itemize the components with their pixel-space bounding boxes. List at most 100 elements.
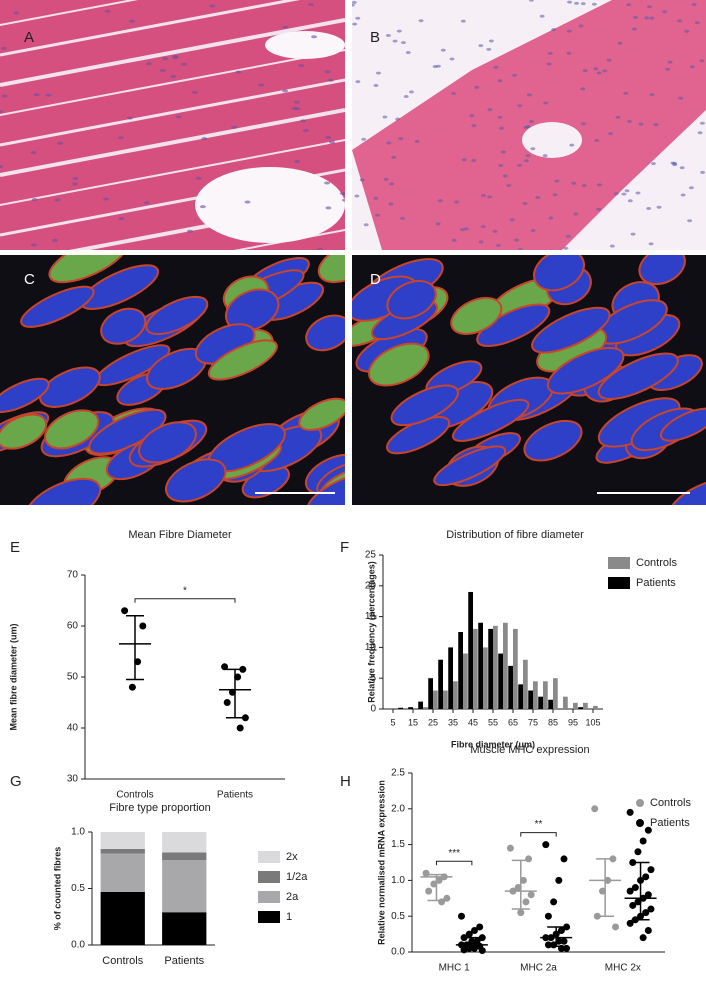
- bar: [583, 702, 588, 709]
- nucleus: [647, 5, 653, 9]
- nucleus: [580, 2, 586, 6]
- data-point: [544, 941, 552, 949]
- bar: [548, 699, 553, 709]
- nucleus: [57, 141, 64, 145]
- gap: [522, 122, 582, 158]
- fibre: [533, 255, 585, 292]
- fibre: [48, 255, 129, 284]
- data-point: [522, 898, 530, 906]
- data-point: [519, 876, 527, 884]
- nucleus: [118, 217, 125, 221]
- nucleus: [209, 4, 216, 8]
- significance-bracket: [520, 832, 557, 837]
- chart-title: Muscle MHC expression: [470, 744, 589, 756]
- legend-swatch: [258, 871, 280, 883]
- data-point: [634, 848, 642, 856]
- nucleus: [186, 229, 193, 233]
- nucleus: [569, 143, 575, 147]
- fibre: [597, 352, 679, 400]
- chart-title: Distribution of fibre diameter: [446, 529, 584, 541]
- nucleus: [30, 151, 37, 155]
- nucleus: [684, 29, 690, 33]
- nucleus: [104, 9, 111, 13]
- data-point: [634, 898, 642, 906]
- y-tick-label: 1.0: [71, 827, 85, 838]
- nucleus: [574, 1, 580, 5]
- nucleus: [608, 132, 614, 136]
- bar: [398, 707, 403, 709]
- nucleus: [471, 124, 477, 128]
- nucleus: [662, 10, 668, 14]
- nucleus: [573, 212, 579, 216]
- gap: [265, 31, 345, 59]
- fibre: [207, 339, 278, 381]
- nucleus: [523, 159, 529, 163]
- data-point: [626, 808, 634, 816]
- x-tick-label: 45: [468, 717, 478, 727]
- nucleus: [478, 240, 484, 244]
- fibre-gap: [0, 139, 345, 206]
- x-tick-label: 105: [585, 717, 600, 727]
- nucleus: [487, 108, 493, 112]
- nucleus: [307, 3, 314, 7]
- nucleus: [143, 201, 150, 205]
- nucleus: [352, 0, 357, 4]
- nucleus: [329, 140, 336, 144]
- nucleus: [359, 178, 365, 182]
- nucleus: [469, 114, 475, 118]
- nucleus: [191, 90, 198, 94]
- nucleus: [542, 154, 548, 158]
- y-tick-label: 30: [67, 774, 79, 785]
- nucleus: [474, 85, 480, 89]
- bar: [458, 632, 463, 709]
- legend-swatch: [258, 911, 280, 923]
- nucleus: [602, 69, 608, 73]
- data-point: [647, 905, 655, 913]
- nucleus: [624, 189, 630, 193]
- bar: [508, 665, 513, 709]
- panel-label: B: [370, 29, 380, 46]
- nucleus: [700, 170, 706, 174]
- x-tick-label: 25: [428, 717, 438, 727]
- nucleus: [596, 183, 602, 187]
- nucleus: [678, 96, 684, 100]
- y-axis-label: Relative frequency (percentages): [366, 561, 376, 703]
- data-point: [223, 699, 231, 706]
- legend-label: 1: [286, 911, 292, 923]
- data-point: [642, 873, 650, 881]
- nucleus: [435, 222, 441, 226]
- x-tick-label: MHC 2x: [605, 963, 641, 974]
- x-tick-label: 5: [390, 717, 395, 727]
- bar: [573, 702, 578, 709]
- nucleus: [373, 83, 379, 87]
- bar-segment: [100, 853, 145, 892]
- data-point: [527, 891, 535, 899]
- legend-marker: [636, 819, 644, 827]
- nucleus: [563, 246, 569, 250]
- nucleus: [375, 213, 381, 217]
- data-point: [438, 898, 446, 906]
- significance-label: *: [183, 585, 187, 596]
- nucleus: [486, 47, 492, 51]
- nucleus: [195, 176, 202, 180]
- histology-photo: [0, 0, 345, 250]
- x-tick-label: 85: [548, 717, 558, 727]
- data-point: [476, 923, 484, 931]
- nucleus: [528, 0, 534, 2]
- data-point: [517, 909, 525, 917]
- nucleus: [33, 93, 40, 97]
- data-point: [506, 844, 514, 852]
- fibre: [523, 419, 583, 462]
- nucleus: [697, 131, 703, 135]
- nucleus: [689, 65, 695, 69]
- nucleus: [294, 107, 301, 111]
- nucleus: [352, 3, 355, 7]
- nucleus: [403, 95, 409, 99]
- y-tick-label: 0.5: [391, 911, 405, 922]
- data-point: [591, 805, 599, 813]
- nucleus: [324, 70, 331, 74]
- data-point: [139, 622, 147, 630]
- data-point: [555, 876, 563, 884]
- data-point: [514, 884, 522, 892]
- nucleus: [231, 125, 238, 129]
